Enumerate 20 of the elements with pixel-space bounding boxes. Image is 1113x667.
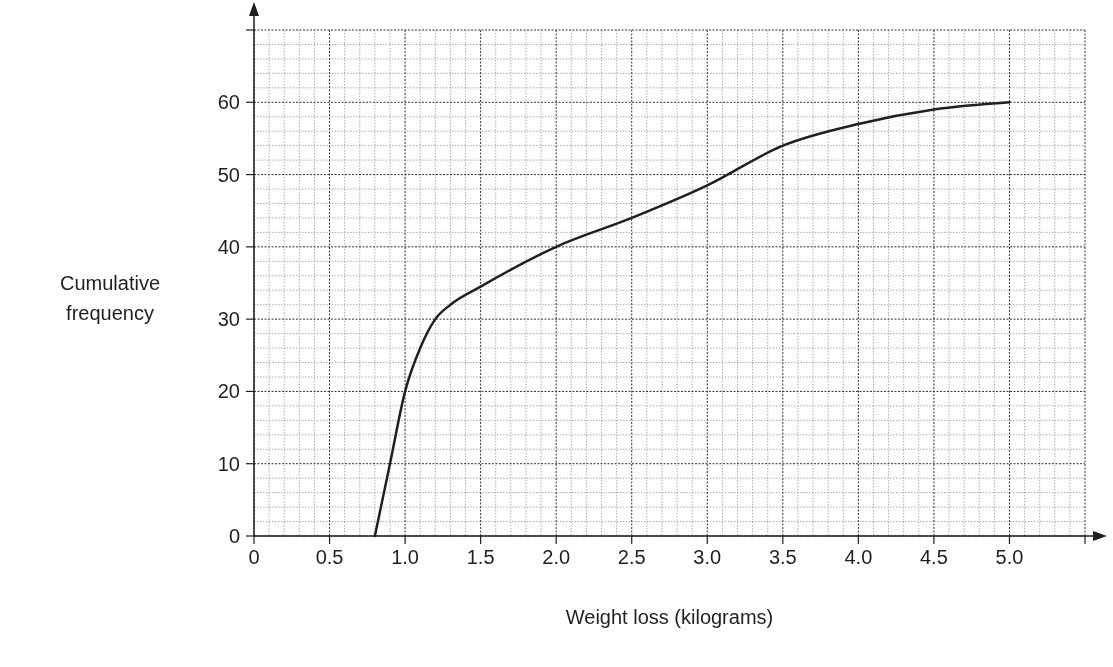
x-tick-label: 1.5: [466, 546, 495, 568]
y-tick-label: 20: [217, 380, 240, 403]
x-tick-label: 1.0: [391, 546, 419, 568]
x-tick-label: 3.0: [693, 546, 722, 568]
x-tick-label: 3.5: [768, 546, 797, 568]
y-axis-title: Cumulative frequency: [59, 272, 161, 324]
x-tick-label: 0.5: [315, 546, 344, 568]
y-tick-label: 0: [228, 525, 240, 547]
x-tick-label: 4.0: [844, 546, 873, 568]
y-tick-label: 40: [217, 235, 240, 258]
y-tick-label: 10: [217, 452, 240, 475]
x-axis-title: Weight loss (kilograms): [565, 606, 774, 628]
y-tick-label: 30: [217, 308, 240, 331]
x-tick-label: 5.0: [995, 546, 1024, 568]
x-tick-label: 0: [248, 546, 260, 568]
y-tick-label: 50: [217, 163, 240, 186]
y-tick-label: 60: [217, 91, 240, 114]
x-tick-label: 2.5: [617, 546, 646, 568]
x-tick-label: 2.0: [542, 546, 571, 568]
x-tick-label: 4.5: [920, 546, 948, 568]
